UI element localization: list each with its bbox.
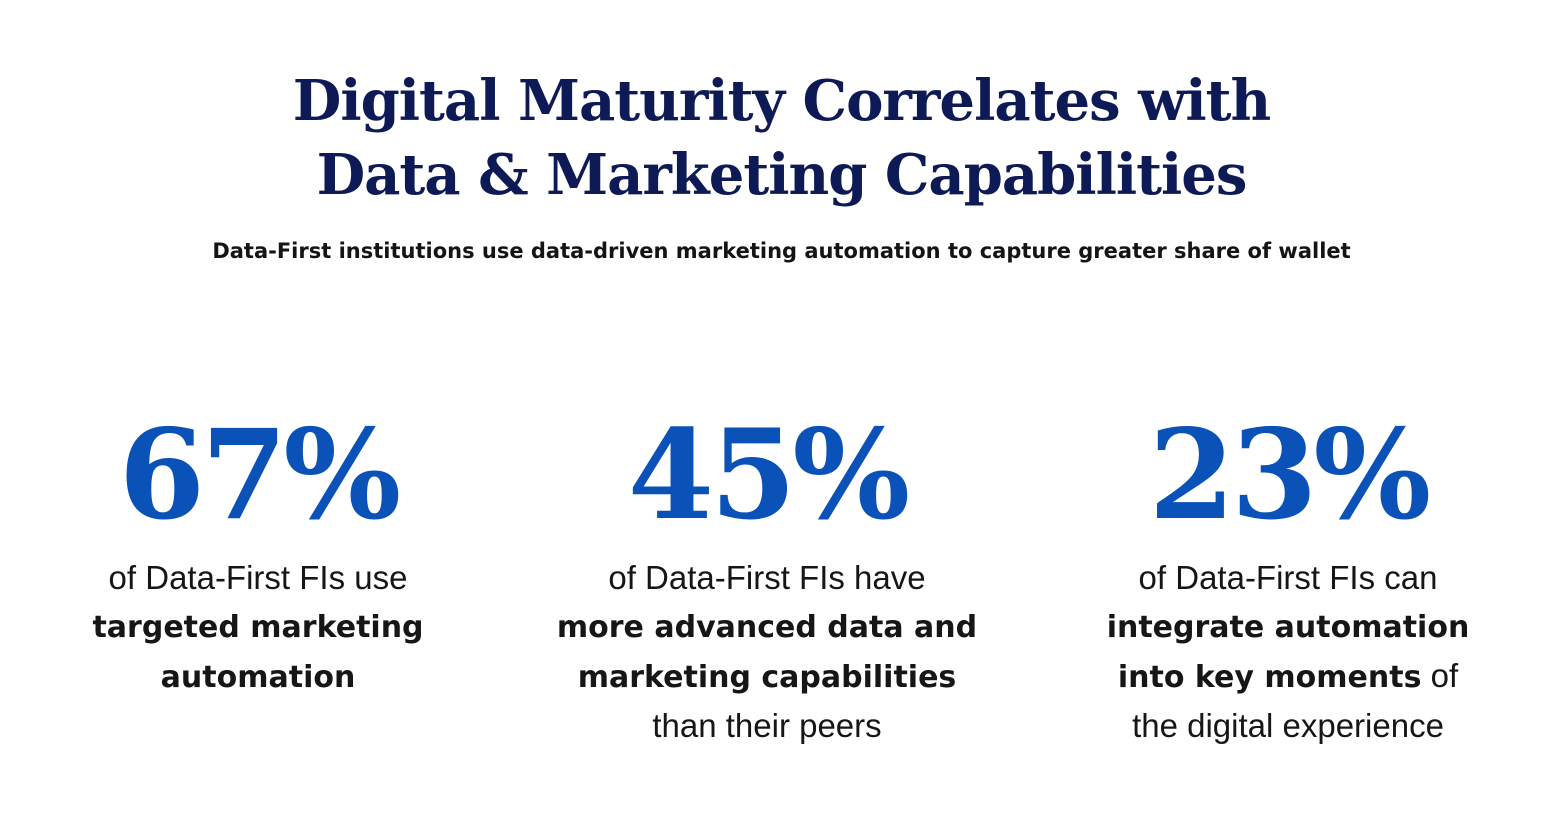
stat-description-line: the digital experience	[1132, 707, 1444, 744]
page-subtitle: Data-First institutions use data-driven …	[212, 239, 1351, 263]
title-line-1: Digital Maturity Correlates with	[292, 68, 1271, 134]
stat-description-emphasis: marketing capabilities	[577, 660, 957, 695]
stat-value: 67%	[118, 403, 401, 548]
stat-card-integrate-automation: 23% of Data-First FIs can integrate auto…	[1058, 406, 1518, 750]
stat-description-tail: of	[1421, 657, 1459, 694]
stat-description-emphasis: integrate automation	[1106, 610, 1470, 645]
page-title: Digital Maturity Correlates with Data & …	[0, 64, 1563, 212]
stat-description: of Data-First FIs use targeted marketing…	[28, 554, 488, 702]
stat-value: 23%	[1148, 403, 1431, 548]
stat-description-emphasis: into key moments	[1117, 660, 1422, 695]
stat-description-emphasis: more advanced data and	[556, 610, 978, 645]
stat-description-line: of Data-First FIs use	[108, 559, 408, 596]
stat-description-line: than their peers	[652, 707, 882, 744]
stat-card-targeted-marketing: 67% of Data-First FIs use targeted marke…	[28, 406, 488, 702]
stat-description-emphasis: automation	[160, 660, 356, 695]
stat-description: of Data-First FIs can integrate automati…	[1058, 554, 1518, 750]
stat-description-emphasis: targeted marketing	[92, 610, 424, 645]
stat-description: of Data-First FIs have more advanced dat…	[537, 554, 997, 750]
stat-card-advanced-capabilities: 45% of Data-First FIs have more advanced…	[537, 406, 997, 750]
stat-description-line: of Data-First FIs can	[1138, 559, 1438, 596]
stat-description-line: of Data-First FIs have	[608, 559, 926, 596]
title-line-2: Data & Marketing Capabilities	[316, 142, 1248, 208]
stat-value: 45%	[627, 403, 910, 548]
